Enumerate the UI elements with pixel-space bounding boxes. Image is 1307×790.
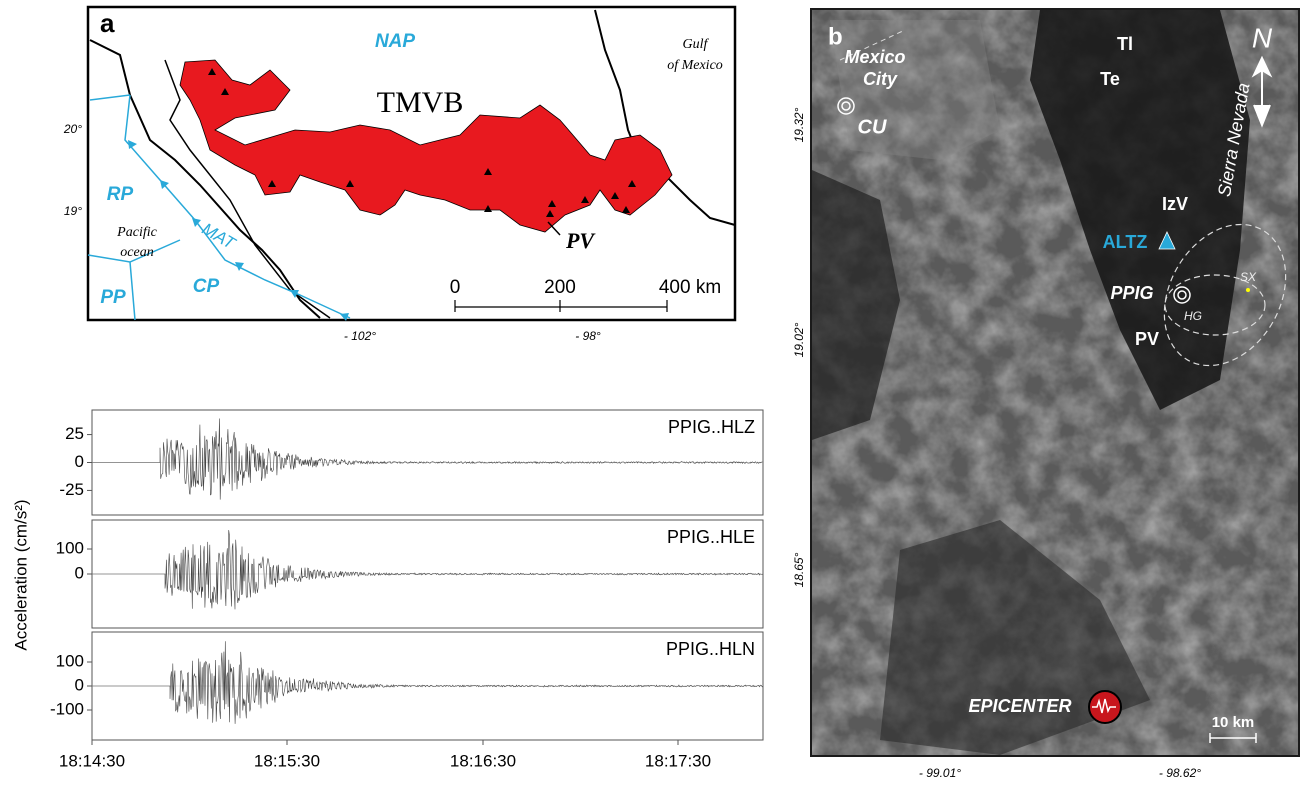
y-tick-label: 0 [75, 675, 84, 694]
map-label: PP [100, 287, 126, 308]
sx-marker [1246, 288, 1250, 292]
lon-label: - 98.62° [1159, 766, 1201, 780]
trace-name: PPIG..HLE [667, 527, 755, 547]
lat-label: 18.65° [792, 552, 806, 587]
map-label: NAP [375, 31, 415, 52]
lat-label: 19.02° [792, 322, 806, 357]
map-label: of Mexico [667, 58, 723, 73]
map-label: Pacific [116, 225, 157, 240]
x-tick-label: 18:14:30 [59, 751, 125, 770]
map-label: ALTZ [1103, 232, 1148, 252]
lon-label: - 99.01° [919, 766, 961, 780]
map-label: TMVB [377, 86, 464, 119]
map-label: Gulf [683, 37, 710, 52]
y-tick-label: 25 [65, 424, 84, 443]
trace-name: PPIG..HLN [666, 639, 755, 659]
scale-label: 200 [544, 277, 576, 298]
map-label: Mexico [844, 47, 905, 67]
x-tick-label: 18:17:30 [645, 751, 711, 770]
epicenter-icon [1089, 691, 1121, 723]
map-label: CU [858, 116, 887, 138]
y-tick-label: 100 [56, 538, 84, 557]
scale-label: 10 km [1212, 714, 1255, 731]
panel-b: b Mexico City CU Tl Te Sierra Nevada IzV… [792, 8, 1307, 780]
map-label: IzV [1162, 194, 1188, 214]
y-axis-label: Acceleration (cm/s²) [11, 499, 30, 650]
panel-label: b [828, 23, 843, 50]
map-label: Te [1100, 69, 1120, 89]
lon-label: - 98° [575, 329, 601, 343]
map-label: EPICENTER [968, 696, 1071, 716]
scale-label: 0 [450, 277, 461, 298]
panel-label: a [100, 8, 115, 38]
map-label: PV [1135, 329, 1159, 349]
map-label: CP [193, 276, 220, 297]
map-label: HG [1184, 309, 1202, 323]
panel-c: c Acceleration (cm/s²) 250-25PPIG..HLZ10… [11, 410, 763, 771]
y-tick-label: -100 [50, 699, 84, 718]
y-tick-label: 100 [56, 651, 84, 670]
lat-label: 19° [64, 204, 82, 218]
y-tick-label: -25 [59, 480, 84, 499]
map-label: PV [565, 228, 596, 253]
map-label: Tl [1117, 34, 1133, 54]
lat-label: 19.32° [792, 107, 806, 142]
y-tick-label: 0 [75, 452, 84, 471]
map-label: City [863, 69, 898, 89]
map-label: PPIG [1110, 283, 1153, 303]
urban-area [830, 20, 1000, 160]
x-tick-label: 18:16:30 [450, 751, 516, 770]
north-label: N [1252, 22, 1273, 53]
trace-name: PPIG..HLZ [668, 417, 755, 437]
map-label: SX [1240, 270, 1257, 284]
lat-label: 20° [63, 122, 82, 136]
map-label: ocean [120, 245, 153, 260]
x-tick-label: 18:15:30 [254, 751, 320, 770]
map-label: RP [107, 184, 134, 205]
scale-label: 400 km [659, 277, 721, 298]
lon-label: - 102° [344, 329, 376, 343]
panel-a: a NAP Gulf of Mexico TMVB RP Pacific oce… [63, 7, 735, 343]
y-tick-label: 0 [75, 563, 84, 582]
figure: a NAP Gulf of Mexico TMVB RP Pacific oce… [0, 0, 1307, 785]
